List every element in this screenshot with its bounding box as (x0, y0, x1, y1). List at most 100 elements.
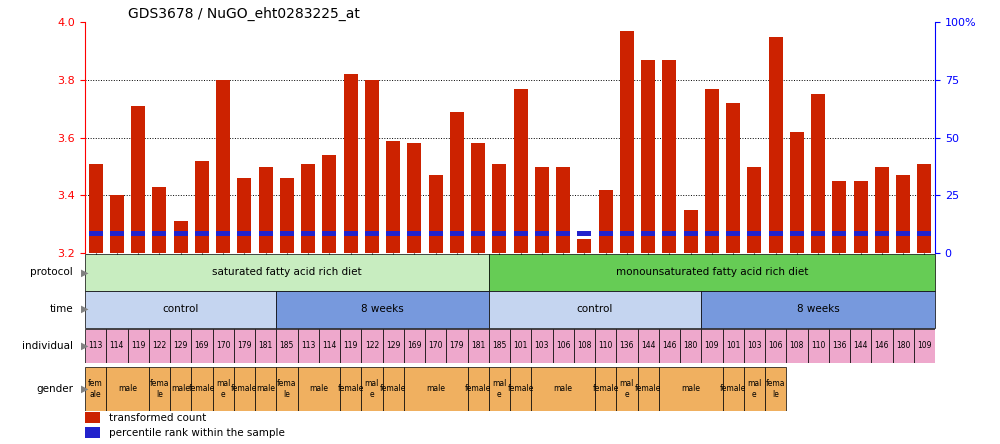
Bar (556, 166, 570, 253)
Text: mal
e: mal e (365, 379, 379, 399)
Text: 179: 179 (450, 341, 464, 350)
Text: 103: 103 (747, 341, 762, 350)
Bar (701, 291, 935, 328)
Bar (280, 178, 294, 253)
Text: fema
le: fema le (277, 379, 297, 399)
Bar (914, 329, 935, 363)
Bar (790, 230, 804, 236)
Bar (747, 230, 761, 236)
Bar (790, 132, 804, 253)
Bar (896, 230, 910, 236)
Text: female: female (720, 385, 746, 393)
Bar (276, 329, 298, 363)
Text: 103: 103 (535, 341, 549, 350)
Text: 181: 181 (471, 341, 485, 350)
Bar (659, 329, 680, 363)
Bar (344, 74, 358, 253)
Bar (744, 367, 765, 411)
Bar (662, 230, 676, 236)
Text: 110: 110 (811, 341, 825, 350)
Bar (917, 230, 931, 236)
Bar (216, 230, 230, 236)
Text: 180: 180 (683, 341, 698, 350)
Bar (854, 181, 868, 253)
Bar (386, 141, 400, 253)
Text: 119: 119 (343, 341, 358, 350)
Bar (234, 329, 255, 363)
Bar (599, 190, 613, 253)
Bar (489, 291, 701, 328)
Bar (446, 329, 468, 363)
Bar (769, 230, 783, 236)
Text: mal
e: mal e (492, 379, 507, 399)
Bar (85, 329, 106, 363)
Bar (875, 230, 889, 236)
Bar (641, 230, 655, 236)
Text: 185: 185 (280, 341, 294, 350)
Bar (85, 291, 276, 328)
Bar (514, 89, 528, 253)
Text: ▶: ▶ (81, 304, 88, 314)
Text: 113: 113 (301, 341, 315, 350)
Bar (276, 367, 298, 411)
Bar (110, 195, 124, 253)
Bar (149, 367, 170, 411)
Text: 129: 129 (386, 341, 400, 350)
Bar (616, 367, 638, 411)
Text: 106: 106 (768, 341, 783, 350)
Bar (471, 230, 485, 236)
Bar (726, 230, 740, 236)
Bar (191, 367, 212, 411)
Bar (382, 329, 404, 363)
Text: 109: 109 (917, 341, 932, 350)
Bar (616, 329, 638, 363)
Bar (595, 329, 616, 363)
Text: 114: 114 (322, 341, 337, 350)
Bar (407, 143, 421, 253)
Bar (429, 230, 443, 236)
Bar (89, 230, 103, 236)
Bar (425, 329, 446, 363)
Bar (212, 329, 234, 363)
Text: 170: 170 (216, 341, 230, 350)
Bar (808, 329, 829, 363)
Text: male: male (426, 385, 445, 393)
Text: 114: 114 (110, 341, 124, 350)
Bar (917, 164, 931, 253)
Bar (765, 367, 786, 411)
Bar (365, 80, 379, 253)
Bar (149, 329, 170, 363)
Bar (489, 254, 935, 291)
Bar (701, 329, 722, 363)
Bar (110, 230, 124, 236)
Text: ▶: ▶ (81, 341, 88, 351)
Text: 8 weeks: 8 weeks (797, 304, 840, 314)
Text: gender: gender (36, 384, 73, 394)
Text: 113: 113 (88, 341, 103, 350)
Bar (106, 367, 149, 411)
Bar (170, 367, 191, 411)
Bar (152, 187, 166, 253)
Bar (747, 166, 761, 253)
Bar (301, 164, 315, 253)
Text: female: female (189, 385, 215, 393)
Bar (854, 230, 868, 236)
Bar (259, 166, 273, 253)
Text: individual: individual (22, 341, 73, 351)
Text: 122: 122 (365, 341, 379, 350)
Text: female: female (592, 385, 619, 393)
Bar (832, 181, 846, 253)
Bar (450, 112, 464, 253)
Text: 108: 108 (790, 341, 804, 350)
Bar (340, 329, 361, 363)
Bar (319, 329, 340, 363)
Bar (361, 329, 382, 363)
Bar (212, 367, 234, 411)
Bar (468, 329, 489, 363)
Text: female: female (380, 385, 406, 393)
Bar (744, 329, 765, 363)
Text: time: time (49, 304, 73, 314)
Text: female: female (635, 385, 661, 393)
Text: ▶: ▶ (81, 384, 88, 394)
Bar (131, 106, 145, 253)
